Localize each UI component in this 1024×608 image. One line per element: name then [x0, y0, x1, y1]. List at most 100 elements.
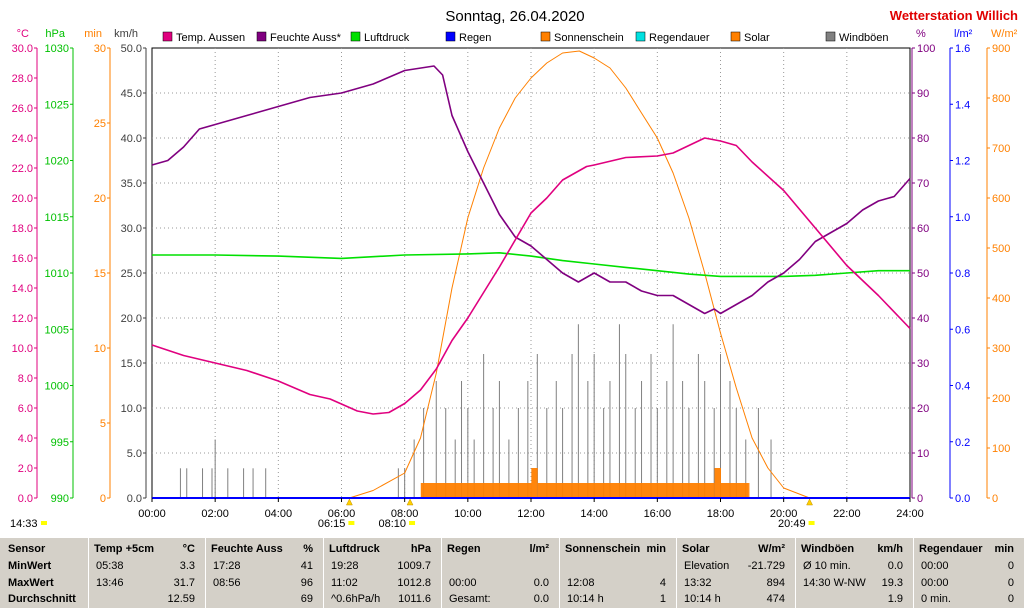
sun-marker-label: 06:15: [318, 518, 346, 530]
summary-cell-value: 41: [300, 560, 313, 572]
right-axis-tick-label: 1.2: [955, 156, 970, 168]
summary-cell-time: 13:32: [684, 577, 712, 589]
summary-cell-time: 10:14 h: [684, 593, 721, 605]
summary-cell-value: 4: [659, 577, 666, 589]
series-sonnenschein: [420, 468, 750, 498]
right-axis-tick-label: 100: [917, 43, 935, 55]
left-axis-unit: °C: [17, 28, 29, 40]
sun-marker-label: 08:10: [379, 518, 407, 530]
summary-cell-value: -21.729: [747, 560, 785, 572]
summary-column: [205, 538, 323, 608]
summary-column-unit: hPa: [410, 543, 431, 555]
summary-cell-time: 19:28: [331, 560, 359, 572]
summary-sensor-header: Sensor: [8, 543, 46, 555]
right-axis-tick-label: 800: [992, 93, 1010, 105]
summary-cell-value: 1012.8: [397, 577, 431, 589]
summary-column-unit: min: [994, 543, 1014, 555]
x-axis-ticks: 00:00 02:00 04:00 06:00 08:00 10:00 12:00 14:00…: [138, 498, 924, 520]
right-axis-tick-label: 0.6: [955, 324, 970, 336]
left-axis-tick-label: 10.0: [12, 343, 33, 355]
x-tick-label: 08:00: [391, 508, 419, 520]
left-axis-unit: min: [84, 28, 102, 40]
right-axis-tick-label: 1.4: [955, 99, 970, 111]
right-axis-tick-label: 70: [917, 178, 929, 190]
right-axis-tick-label: 20: [917, 403, 929, 415]
legend-label: Luftdruck: [364, 32, 410, 44]
left-axis-tick-label: 1020: [45, 156, 69, 168]
weather-chart: Sonntag, 26.04.2020 Wetterstation Willic…: [10, 8, 1018, 530]
summary-column-title: Luftdruck: [329, 543, 380, 555]
summary-column-title: Regen: [447, 543, 481, 555]
summary-cell-time: 11:02: [331, 577, 358, 589]
summary-column-title: Temp +5cm: [94, 543, 155, 555]
right-axis-tick-label: 90: [917, 88, 929, 100]
summary-cell-value: 0.0: [533, 577, 549, 589]
legend-swatch: [162, 31, 173, 42]
summary-column: [559, 538, 676, 608]
left-axis-tick-label: 2.0: [18, 463, 33, 475]
right-axes: %1009080706050403020100l/m²1.61.41.21.00…: [911, 28, 1018, 505]
x-tick-label: 04:00: [265, 508, 293, 520]
right-axis-tick-label: 400: [992, 293, 1010, 305]
sunshine-bar: [531, 483, 532, 498]
summary-cell-time: 00:00: [921, 577, 949, 589]
summary-cell-value: 96: [300, 577, 313, 589]
right-axis-unit: W/m²: [991, 28, 1018, 40]
summary-column-unit: km/h: [877, 543, 903, 555]
left-axis-tick-label: 5.0: [127, 448, 142, 460]
summary-cell-value: 31.7: [173, 577, 195, 589]
left-axis-tick-label: 995: [51, 437, 69, 449]
left-axis-tick-label: 20.0: [121, 313, 142, 325]
sunshine-bar: [537, 468, 538, 498]
legend-label: Solar: [744, 32, 770, 44]
series-line-temp-aussen: [151, 137, 911, 415]
left-axis-tick-label: 1030: [45, 43, 69, 55]
station-name: Wetterstation Willich: [890, 8, 1018, 23]
left-axis-tick-label: 18.0: [12, 223, 33, 235]
summary-column-unit: min: [646, 543, 666, 555]
sun-marker-label: 20:49: [778, 518, 806, 530]
legend-swatch: [730, 31, 741, 42]
right-axis-tick-label: 600: [992, 193, 1010, 205]
left-axis-tick-label: 25: [94, 118, 106, 130]
left-axis-tick-label: 5: [100, 418, 106, 430]
summary-column-unit: l/m²: [529, 543, 549, 555]
left-axis-tick-label: 30.0: [121, 223, 142, 235]
right-axis-tick-label: 1.6: [955, 43, 970, 55]
summary-cell-time: 0 min.: [921, 593, 951, 605]
x-tick-label: 16:00: [644, 508, 672, 520]
right-axis-tick-label: 80: [917, 133, 929, 145]
legend-label: Regen: [459, 32, 491, 44]
right-axis-tick-label: 100: [992, 443, 1010, 455]
left-axis-tick-label: 26.0: [12, 103, 33, 115]
legend-label: Regendauer: [649, 32, 710, 44]
sun-markers: 06:15 08:10 20:49: [318, 498, 815, 530]
sunshine-bar: [720, 483, 749, 498]
sunshine-bar: [714, 468, 721, 498]
summary-cell-time: 10:14 h: [567, 593, 604, 605]
left-axis-tick-label: 30: [94, 43, 106, 55]
summary-cell-value: 19.3: [881, 577, 903, 589]
summary-cell-time: Elevation: [684, 560, 730, 572]
summary-cell-value: 1: [659, 593, 666, 605]
summary-row-label: MinWert: [8, 560, 52, 572]
left-axis-tick-label: 50.0: [121, 43, 142, 55]
x-tick-label: 02:00: [201, 508, 229, 520]
summary-column-title: Feuchte Auss: [211, 543, 283, 555]
summary-cell-value: 12.59: [167, 593, 195, 605]
summary-cell-time: Ø 10 min.: [803, 560, 851, 572]
right-axis-unit: %: [916, 28, 926, 40]
left-axis-tick-label: 15.0: [121, 358, 142, 370]
legend-swatch: [825, 31, 836, 42]
x-tick-label: 22:00: [833, 508, 861, 520]
right-axis-tick-label: 10: [917, 448, 929, 460]
left-axis-tick-label: 1005: [45, 324, 69, 336]
summary-column-unit: %: [303, 543, 313, 555]
summary-cell-time: 00:00: [921, 560, 949, 572]
summary-cell-time: 14:30 W-NW: [803, 577, 866, 589]
x-tick-label: 12:00: [517, 508, 545, 520]
right-axis-tick-label: 40: [917, 313, 929, 325]
left-axis-unit: hPa: [45, 28, 65, 40]
left-axis-tick-label: 1025: [45, 99, 69, 111]
summary-cell-value: 0: [1007, 577, 1014, 589]
